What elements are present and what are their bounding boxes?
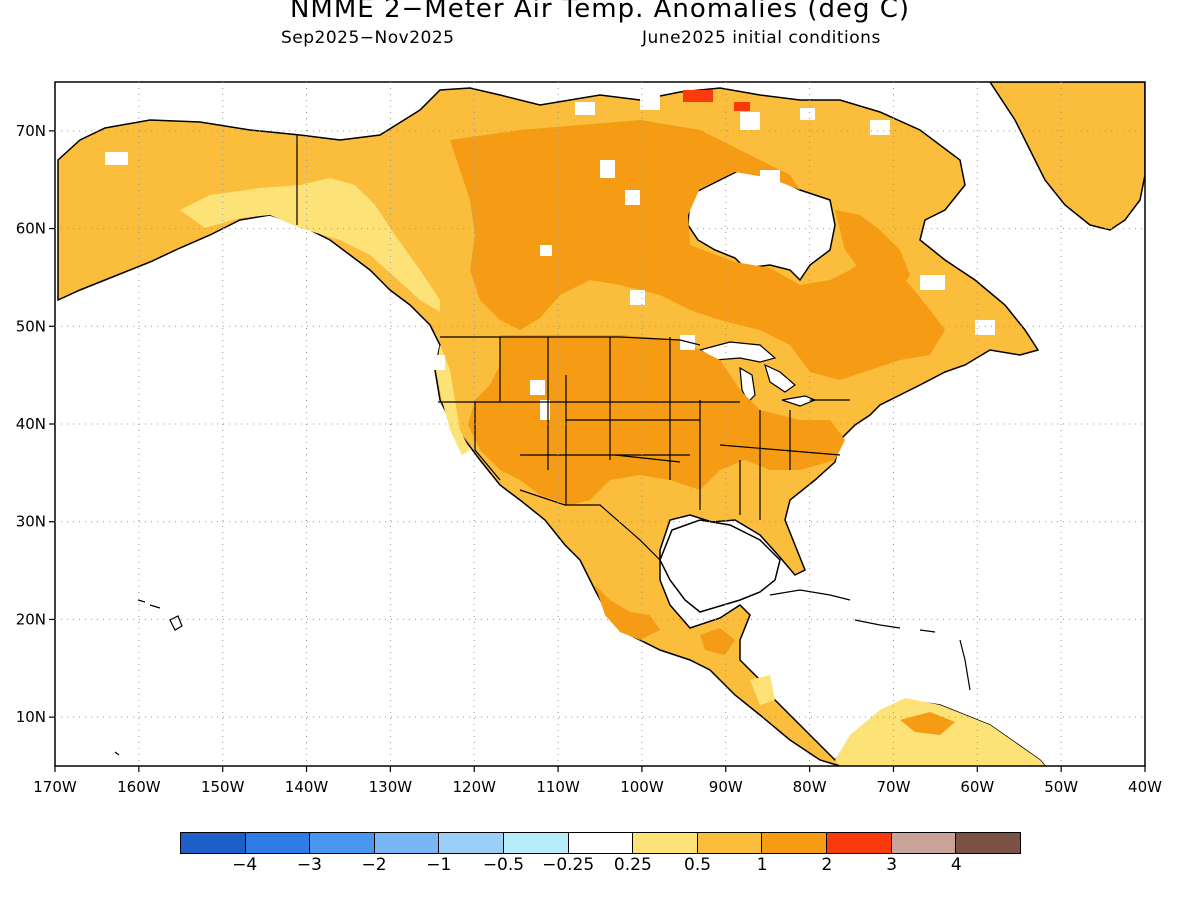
lat-tick-label: 10N [16, 708, 46, 726]
canada-near-normal-gaps [105, 95, 995, 420]
arctic-hot-cell-2 [734, 102, 750, 111]
central-america-cool-zone [750, 675, 775, 705]
lon-tick-label: 120W [452, 778, 496, 796]
lon-tick-label: 140W [285, 778, 329, 796]
legend-label: −2 [361, 855, 387, 875]
lon-tick-label: 100W [620, 778, 664, 796]
mexico-warm-zone [595, 585, 955, 735]
lon-tick-label: 130W [369, 778, 413, 796]
political-borders [296, 135, 850, 561]
legend-swatch [697, 833, 763, 853]
lon-tick-label: 110W [536, 778, 580, 796]
legend-label: −3 [296, 855, 322, 875]
lon-tick-label: 80W [793, 778, 827, 796]
forecast-period: Sep2025−Nov2025 [281, 28, 455, 48]
initial-conditions: June2025 initial conditions [642, 28, 881, 48]
legend-swatch [439, 833, 505, 853]
legend-label: 0.25 [613, 855, 652, 875]
great-lakes [698, 341, 817, 407]
graticule [55, 82, 1145, 766]
lon-tick-label: 60W [960, 778, 994, 796]
legend-label: 4 [950, 855, 962, 875]
lat-tick-label: 70N [16, 122, 46, 140]
legend-label: 2 [821, 855, 833, 875]
gulf-of-mexico [659, 519, 781, 613]
islands [114, 589, 971, 756]
lat-tick-label: 50N [16, 317, 46, 335]
lat-tick-label: 40N [16, 415, 46, 433]
lat-tick-label: 20N [16, 610, 46, 628]
lat-tick-label: 60N [16, 220, 46, 238]
legend-label: 3 [886, 855, 898, 875]
legend-label: 0.5 [684, 855, 712, 875]
color-legend [180, 832, 1021, 854]
lon-tick-label: 160W [117, 778, 161, 796]
lat-tick-label: 30N [16, 513, 46, 531]
map-title: NMME 2−Meter Air Temp. Anomalies (deg C) [289, 0, 911, 24]
legend-swatch [762, 833, 828, 853]
lon-tick-label: 90W [709, 778, 743, 796]
legend-swatch [374, 833, 440, 853]
lon-tick-label: 40W [1128, 778, 1162, 796]
greenland-region [989, 82, 1145, 231]
northeast-canada-warm-zone [835, 210, 910, 290]
legend-label: −4 [232, 855, 258, 875]
lon-tick-label: 50W [1044, 778, 1078, 796]
legend-swatch [891, 833, 957, 853]
canada-central-warm-zone [450, 120, 945, 380]
legend-label: −0.5 [482, 855, 525, 875]
legend-swatch [245, 833, 311, 853]
map-area [57, 82, 1145, 766]
legend-swatch [827, 833, 892, 853]
legend-swatch [956, 833, 1020, 853]
map-axes: 170W 160W 150W 140W 130W 120W 110W 100W 90W 80W 70… [16, 122, 1162, 796]
california-cool-zone [436, 345, 470, 455]
legend-label: 1 [756, 855, 768, 875]
alaska-cool-zone [180, 178, 440, 312]
legend-label: −1 [426, 855, 452, 875]
legend-swatch [181, 833, 246, 853]
legend-swatch [568, 833, 634, 853]
legend-swatch [633, 833, 698, 853]
legend-swatch [504, 833, 569, 853]
arctic-hot-cell-1 [683, 90, 713, 102]
legend-label: −0.25 [542, 855, 595, 875]
legend-swatch [310, 833, 375, 853]
lon-tick-label: 150W [201, 778, 245, 796]
lon-tick-label: 170W [33, 778, 77, 796]
lon-tick-label: 70W [877, 778, 911, 796]
